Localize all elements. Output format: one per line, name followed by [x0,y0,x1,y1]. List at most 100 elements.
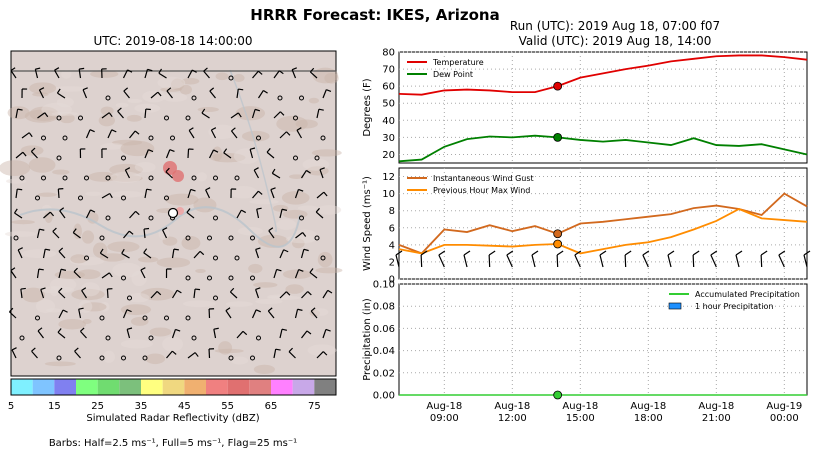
terrain-shade [81,230,95,244]
barb-staff [316,109,320,119]
wind-barb [40,287,46,299]
colorbar-tick-label: 75 [308,401,321,412]
terrain-shade [76,269,101,280]
barb-flag [201,108,206,114]
barb-flag [395,250,403,256]
wind-barb [488,250,496,268]
calm-wind-circle [121,155,126,161]
calm-wind-circle [293,155,298,161]
terrain-shade [313,308,329,316]
wind-barb [99,248,109,259]
barb-staff [253,169,260,179]
terrain-shade [21,249,57,259]
colorbar-swatch [32,379,55,395]
wind-barb [249,147,256,159]
wind-barb [73,267,81,279]
wind-barb [72,228,81,239]
wind-barb [203,67,210,79]
terrain-shade [257,234,289,248]
terrain-shade [52,86,88,92]
wind-barb [322,289,333,299]
calm-wind-circle [105,335,111,341]
calm-wind-circle [78,195,83,201]
barb-staff [10,270,17,279]
x-tick-date: Aug-18 [494,401,530,412]
barb-flag [281,208,288,211]
wind-barb [208,348,215,359]
barb-staff [556,254,559,268]
barb-staff [309,271,318,279]
calm-wind-circle [207,235,212,241]
wind-barb [15,188,23,199]
barb-flag [156,290,162,296]
wind-barb [78,67,85,79]
barb-staff [294,269,300,279]
barb-staff [107,129,113,139]
barb-flag [297,308,303,311]
barb-flag [108,272,113,278]
wind-barb [37,327,44,339]
barb-staff [438,254,445,268]
wind-barb [301,291,312,299]
wind-barb [82,87,88,99]
terrain-shade [51,111,79,116]
barb-flag [256,207,262,210]
wind-barb [213,327,219,339]
wind-barb [106,288,113,299]
barb-staff [11,349,17,359]
barb-flag [148,149,154,153]
barb-staff [273,70,280,79]
wind-barb [599,250,607,268]
terrain-shade [171,78,185,91]
colorbar-swatch [184,379,206,395]
wind-barb [101,112,113,119]
barb-flag [146,188,152,191]
wind-barb [506,250,514,268]
x-tick-date: Aug-18 [698,401,734,412]
terrain-shade [196,172,207,182]
barb-staff [209,90,216,99]
barb-staff [316,191,325,199]
wind-barb [438,250,446,268]
terrain-shade [92,242,108,258]
barb-flag [642,250,650,256]
legend-label: Accumulated Precipitation [695,290,800,299]
barb-staff [150,291,158,299]
barb-flag [255,247,261,251]
barb-flag [171,350,177,355]
barb-staff [210,129,217,139]
calm-wind-circle [148,175,154,181]
barb-staff [54,69,60,79]
terrain-shade [4,231,37,237]
barb-staff [236,330,244,339]
wind-barb [310,307,318,319]
calm-wind-circle [234,255,240,261]
terrain-shade [315,267,343,274]
barb-staff [279,291,287,299]
terrain-shade [295,119,318,129]
barb-flag [213,149,219,153]
x-tick-date: Aug-19 [766,401,802,412]
wind-barb [295,232,307,239]
barb-flag [10,267,16,272]
wind-barb [52,227,60,239]
barb-flag [556,250,564,256]
barb-staff [30,151,38,159]
terrain-shade [140,287,175,301]
barb-flag [318,108,324,111]
terrain-shade [181,236,201,250]
wind-barb [193,288,201,299]
y-tick-label: 0.08 [373,302,395,313]
barb-staff [300,170,307,179]
barb-staff [171,249,175,259]
terrain-shade [297,205,319,211]
calm-wind-circle [191,335,197,341]
wind-barb [162,227,168,239]
barb-flag [231,127,236,132]
terrain-shade [52,169,70,175]
barb-staff [43,211,51,219]
calm-wind-circle [84,255,89,261]
barb-flag [123,87,129,92]
wind-barb [144,188,152,199]
